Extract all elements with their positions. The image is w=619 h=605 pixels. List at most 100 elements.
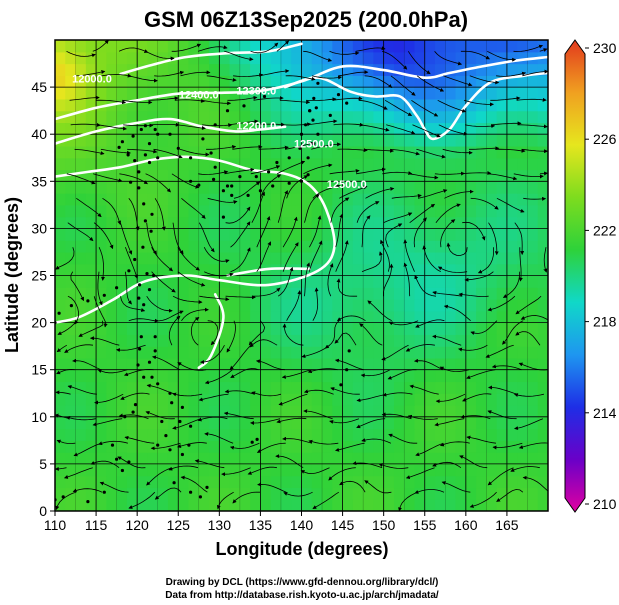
streamline (228, 119, 259, 126)
coastline-dot (287, 181, 291, 185)
heat-cell (167, 122, 179, 135)
heat-cell (506, 157, 518, 171)
streamline (435, 393, 466, 404)
heat-cell (465, 157, 477, 171)
heat-cell (167, 452, 179, 465)
heat-cell (126, 169, 138, 182)
heat-cell (147, 63, 159, 76)
heat-cell (517, 299, 529, 312)
streamline (150, 442, 181, 451)
heat-cell (85, 299, 97, 312)
heat-cell (250, 334, 262, 347)
heat-cell (116, 487, 128, 500)
heat-cell (373, 275, 385, 288)
heat-cell (322, 51, 333, 65)
heat-cell (116, 499, 128, 511)
heat-cell (116, 251, 128, 265)
heat-cell (527, 263, 539, 277)
heat-cell (352, 393, 364, 406)
heat-cell (352, 487, 364, 500)
heat-cell (383, 346, 395, 359)
heat-cell (55, 487, 66, 500)
heat-cell (342, 322, 354, 335)
heat-cell (301, 393, 313, 406)
heat-cell (147, 334, 159, 347)
streamline (146, 295, 173, 313)
heat-cell (342, 228, 354, 241)
streamline (309, 215, 322, 248)
heat-cell (85, 87, 97, 100)
heat-cell (414, 369, 426, 383)
heat-cell (486, 157, 498, 171)
streamline (102, 197, 122, 225)
streamline (232, 491, 261, 504)
heat-cell (476, 393, 487, 406)
heat-cell (55, 346, 66, 359)
heat-cell (270, 75, 282, 88)
coastline-dot (147, 288, 152, 292)
heat-cell (342, 440, 354, 453)
heat-cell (435, 369, 446, 383)
heat-cell (291, 193, 303, 206)
heat-cell (116, 475, 128, 489)
coastline-dot (339, 383, 343, 387)
streamline (306, 97, 337, 102)
heat-cell (383, 75, 395, 88)
heat-cell (157, 287, 169, 300)
streamline (328, 467, 356, 481)
heat-cell (209, 134, 220, 147)
heat-cell (383, 251, 395, 265)
heat-cell (455, 263, 467, 277)
heat-cell (157, 416, 169, 430)
heat-cell (414, 346, 426, 359)
heat-cell (455, 475, 467, 489)
heat-cell (332, 40, 344, 53)
heat-cell (322, 87, 333, 100)
heat-cell (178, 487, 190, 500)
streamline (280, 122, 312, 127)
heat-cell (506, 145, 518, 159)
heat-cell (55, 357, 66, 371)
streamline (336, 278, 358, 297)
heat-cell (219, 98, 231, 112)
heat-cell (250, 145, 262, 159)
heat-cell (404, 310, 416, 324)
heat-cell (147, 322, 159, 335)
heat-cell (157, 63, 169, 76)
heat-cell (188, 157, 200, 171)
streamline (463, 99, 494, 107)
heat-cell (301, 346, 313, 359)
heat-cell (209, 428, 220, 441)
heat-cell (137, 357, 149, 371)
heat-cell (352, 98, 364, 112)
heat-cell (270, 452, 282, 465)
heat-cell (157, 393, 169, 406)
heat-cell (178, 287, 190, 300)
height-contour-line (197, 293, 225, 370)
heat-cell (404, 204, 416, 218)
heat-cell (424, 440, 436, 453)
heat-cell (260, 193, 272, 206)
heat-cell (65, 322, 77, 335)
heat-cell (147, 240, 159, 253)
heat-cell (260, 145, 272, 159)
streamline (128, 318, 159, 323)
heat-cell (445, 452, 457, 465)
heat-cell (445, 405, 457, 418)
heat-cell (137, 463, 149, 477)
heat-cell (198, 405, 210, 418)
heat-cell (85, 228, 97, 241)
heat-cell (517, 122, 529, 135)
coastline-dot (143, 219, 147, 223)
heat-cell (75, 240, 87, 253)
heat-cell (424, 475, 436, 489)
coastline-dot (138, 283, 142, 287)
heat-cell (486, 40, 498, 53)
heat-cell (506, 110, 518, 124)
heat-cell (363, 75, 374, 88)
heat-cell (198, 393, 210, 406)
heat-cell (527, 40, 539, 53)
heat-cell (435, 346, 446, 359)
heat-cell (65, 193, 77, 206)
streamline (312, 287, 319, 321)
